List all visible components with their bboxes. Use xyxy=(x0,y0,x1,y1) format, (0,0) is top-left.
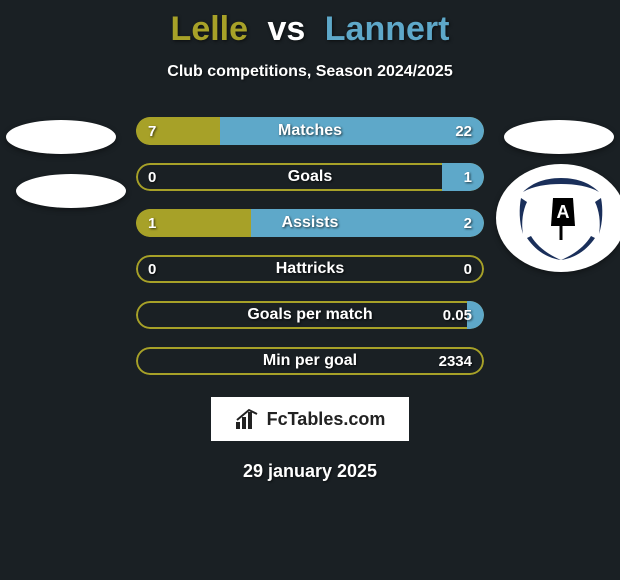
bar-label: Goals per match xyxy=(136,301,484,329)
club-badge-icon: A xyxy=(513,174,609,262)
bar-label: Goals xyxy=(136,163,484,191)
stat-bar: 2334Min per goal xyxy=(136,347,484,375)
content: Lelle vs Lannert Club competitions, Seas… xyxy=(0,0,620,580)
bar-label: Min per goal xyxy=(136,347,484,375)
fctables-logo: FcTables.com xyxy=(211,397,409,441)
avatar-ellipse-left-2 xyxy=(16,174,126,208)
fctables-text: FcTables.com xyxy=(267,409,386,430)
bar-label: Matches xyxy=(136,117,484,145)
avatar-ellipse-right-1 xyxy=(504,120,614,154)
title-vs: vs xyxy=(267,10,305,48)
stat-bar: 0.05Goals per match xyxy=(136,301,484,329)
date-text: 29 january 2025 xyxy=(243,461,377,482)
title-player2: Lannert xyxy=(325,10,450,48)
stat-bar: 722Matches xyxy=(136,117,484,145)
stat-bar: 00Hattricks xyxy=(136,255,484,283)
svg-text:A: A xyxy=(557,202,570,222)
stat-bar: 01Goals xyxy=(136,163,484,191)
club-badge: A xyxy=(496,164,620,272)
subtitle: Club competitions, Season 2024/2025 xyxy=(167,63,452,81)
bar-label: Assists xyxy=(136,209,484,237)
title-player1: Lelle xyxy=(171,10,248,48)
stat-bar: 12Assists xyxy=(136,209,484,237)
stat-bars: 722Matches 01Goals 12Assists 00Hattricks 0.0… xyxy=(136,117,484,375)
avatar-ellipse-left-1 xyxy=(6,120,116,154)
bar-label: Hattricks xyxy=(136,255,484,283)
page-title: Lelle vs Lannert xyxy=(171,10,450,49)
fctables-icon xyxy=(235,408,261,430)
